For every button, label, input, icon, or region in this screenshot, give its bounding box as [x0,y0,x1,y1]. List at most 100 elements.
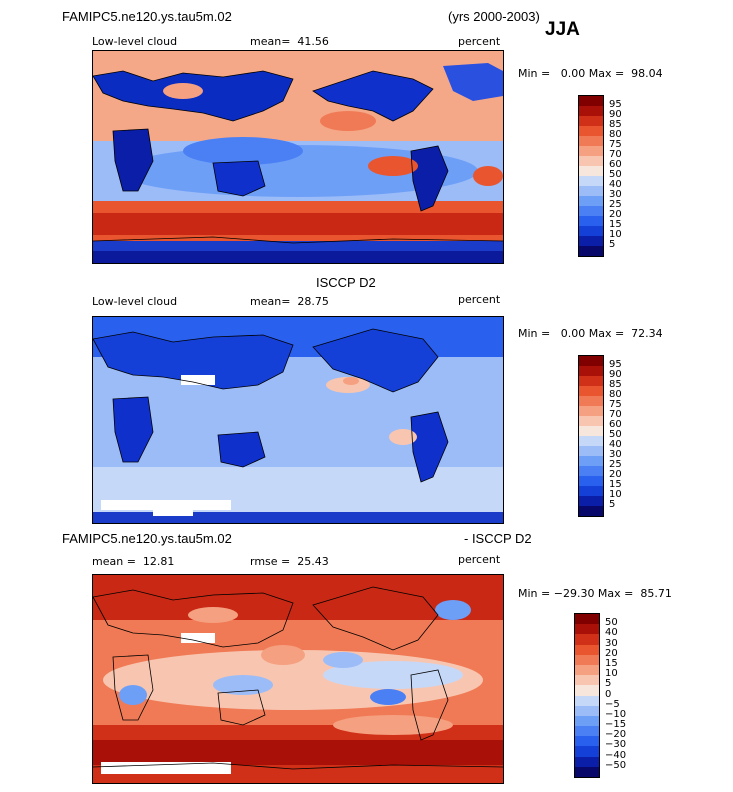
colorbar-tick-label: 85 [609,379,622,390]
season-label: JJA [545,19,580,40]
colorbar-tick-label: 25 [609,199,622,210]
colorbar-segment [579,116,603,126]
colorbar-segment [575,756,599,767]
model-title: FAMIPC5.ne120.ys.tau5m.02 [62,9,232,24]
colorbar-tick-label: −50 [605,759,627,771]
colorbar-segment [579,126,603,136]
colorbar-segment [579,416,603,426]
colorbar-segment [579,486,603,496]
colorbar-tick-label: 80 [609,129,622,140]
colorbar-tick-label: 95 [609,359,622,370]
panel1-mean: mean= 41.56 [250,35,329,48]
colorbar-tick-label: 75 [609,139,622,150]
colorbar-tick-label: 5 [609,499,616,510]
colorbar-tick-label: −20 [605,729,627,741]
colorbar-segment [579,426,603,436]
colorbar-tick-label: 50 [605,617,618,629]
colorbar-segment [579,466,603,476]
colorbar-segment [579,406,603,416]
colorbar-segment [575,675,599,686]
panel2-isccp-map [92,316,504,524]
colorbar-segment [579,456,603,466]
colorbar-tick-label: 90 [609,369,622,380]
colorbar-segment [579,356,603,366]
colorbar-tick-label: 85 [609,119,622,130]
panel2-title: ISCCP D2 [316,275,376,290]
colorbar-tick-label: 50 [609,169,622,180]
colorbar-segment [579,106,603,116]
colorbar-tick-label: 75 [609,399,622,410]
panel1-units: percent [458,35,501,48]
colorbar-tick-label: 40 [609,179,622,190]
colorbar-segment [579,446,603,456]
colorbar-tick-label: 10 [609,489,622,500]
colorbar-tick-label: 70 [609,409,622,420]
colorbar-segment [579,206,603,216]
colorbar-segment [579,156,603,166]
colorbar-tick-label: 60 [609,419,622,430]
panel3-minmax: Min = −29.30 Max = 85.71 [518,587,672,600]
colorbar-segment [575,644,599,655]
colorbar-tick-label: 95 [609,99,622,110]
colorbar-segment [579,386,603,396]
colorbar-segment [579,436,603,446]
colorbar-segment [579,496,603,506]
colorbar-segment [575,654,599,665]
colorbar-segment [579,196,603,206]
colorbar-tick-label: 30 [609,189,622,200]
panel3-units: percent [458,553,501,566]
colorbar-tick-label: 70 [609,149,622,160]
panel3-rmse: rmse = 25.43 [250,555,329,568]
colorbar-tick-label: 30 [609,449,622,460]
colorbar-segment [579,506,603,516]
panel2-variable: Low-level cloud [92,295,178,308]
panel2-units: percent [458,293,501,306]
colorbar-segment [579,366,603,376]
colorbar-segment [579,236,603,246]
colorbar-segment [579,186,603,196]
colorbar-segment [579,246,603,256]
panel1-model-map [92,50,504,264]
colorbar-tick-label: 80 [609,389,622,400]
panel1-colorbar [578,95,604,257]
colorbar-segment [579,146,603,156]
colorbar-tick-label: −40 [605,749,627,761]
panel3-title-right: - ISCCP D2 [464,531,532,546]
colorbar-segment [575,766,599,777]
colorbar-tick-label: 5 [605,678,612,690]
panel2-mean: mean= 28.75 [250,295,329,308]
colorbar-tick-label: 0 [605,688,612,700]
colorbar-tick-label: −15 [605,719,627,731]
colorbar-tick-label: 20 [609,469,622,480]
colorbar-segment [579,396,603,406]
colorbar-segment [579,376,603,386]
colorbar-tick-label: 25 [609,459,622,470]
colorbar-segment [579,226,603,236]
colorbar-segment [579,96,603,106]
colorbar-tick-label: 15 [609,219,622,230]
colorbar-tick-label: 15 [609,479,622,490]
colorbar-tick-label: 30 [605,637,618,649]
colorbar-tick-label: −30 [605,739,627,751]
colorbar-tick-label: 40 [609,439,622,450]
colorbar-segment [575,715,599,727]
colorbar-segment [575,726,599,737]
colorbar-segment [579,176,603,186]
colorbar-segment [579,166,603,176]
years-label: (yrs 2000-2003) [448,9,540,24]
colorbar-tick-label: 15 [605,657,618,669]
colorbar-tick-label: −5 [605,698,620,710]
colorbar-segment [579,136,603,146]
panel3-mean: mean = 12.81 [92,555,175,568]
colorbar-segment [579,476,603,486]
panel3-title-left: FAMIPC5.ne120.ys.tau5m.02 [62,531,232,546]
colorbar-segment [575,685,599,696]
colorbar-tick-label: 40 [605,627,618,639]
colorbar-tick-label: 50 [609,429,622,440]
panel3-colorbar [574,613,600,778]
colorbar-tick-label: 10 [605,668,618,680]
colorbar-tick-label: 5 [609,239,616,250]
colorbar-segment [575,736,599,747]
colorbar-segment [575,695,599,706]
colorbar-tick-label: −10 [605,708,627,720]
